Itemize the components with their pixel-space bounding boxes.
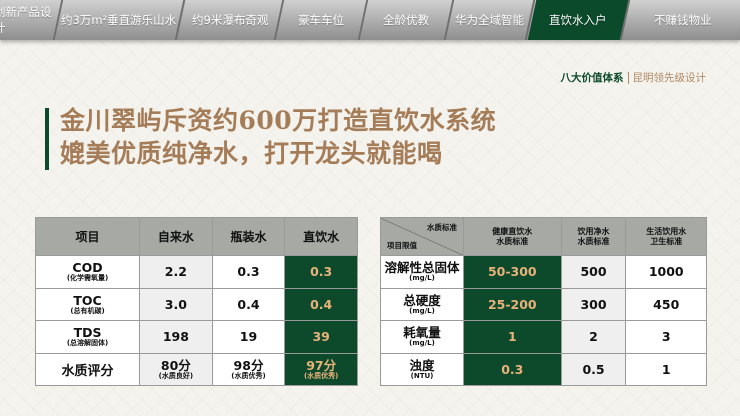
cell: 3.0: [139, 287, 213, 321]
table-header: 水质标准 项目限值 健康直饮水 水质标准 饮用净水 水质标准 生活饮用水 卫生标准: [380, 217, 707, 256]
cell-highlight: 50-300: [463, 255, 562, 289]
cell: 1000: [625, 255, 707, 289]
title-line-2: 媲美优质纯净水，打开龙头就能喝: [60, 139, 443, 168]
row-label: TDS (总溶解固体): [34, 320, 141, 354]
header-item: 项目: [34, 217, 141, 256]
tab-innovative-design[interactable]: 创新产品设计: [0, 0, 64, 40]
divider: [627, 71, 629, 84]
table-row: COD (化学需氧量) 2.2 0.3 0.3: [34, 255, 358, 289]
cell: 2: [560, 320, 627, 354]
cell: 500: [560, 255, 627, 289]
row-label: TOC (总有机碳): [34, 287, 141, 321]
water-comparison-table: 项目 自来水 瓶装水 直饮水 COD (化学需氧量) 2.2 0.3 0.3 TO…: [34, 217, 358, 386]
table-header: 项目 自来水 瓶装水 直饮水: [34, 217, 358, 256]
row-label: COD (化学需氧量): [34, 255, 141, 289]
water-standard-table: 水质标准 项目限值 健康直饮水 水质标准 饮用净水 水质标准 生活饮用水 卫生标准 溶解…: [380, 217, 707, 386]
header-tap-water: 自来水: [139, 217, 213, 256]
header-direct-water: 直饮水: [284, 217, 358, 256]
tab-label: 直饮水入户: [549, 13, 607, 27]
brand-value-system: 八大价值体系: [560, 72, 624, 84]
cell-highlight: 0.3: [284, 255, 358, 289]
cell: 2.2: [139, 255, 213, 289]
tab-direct-drinking-water[interactable]: 直饮水入户: [527, 0, 631, 40]
cell: 3: [625, 320, 707, 354]
tab-label: 豪车车位: [297, 13, 344, 27]
cell: 98分 (水质优秀): [211, 352, 286, 386]
cell-highlight: 97分 (水质优秀): [284, 352, 358, 386]
tab-landscape[interactable]: 约3万m²垂直游乐山水: [55, 0, 186, 40]
header-healthy-direct-water: 健康直饮水 水质标准: [463, 217, 562, 256]
brand-logo: 八大价值体系 昆明领先级设计: [560, 70, 707, 85]
tab-smart-home[interactable]: 华为全域智能: [446, 0, 536, 40]
header-purified-water: 饮用净水 水质标准: [560, 217, 627, 256]
row-label: 水质评分: [34, 352, 141, 386]
cell: 80分 (水质良好): [139, 352, 213, 386]
header-bottled-water: 瓶装水: [211, 217, 286, 256]
title-accent-bar: [45, 108, 49, 170]
tab-parking[interactable]: 豪车车位: [275, 0, 369, 40]
cell: 1: [625, 352, 707, 386]
tab-label: 华为全域智能: [455, 13, 525, 27]
page-title: 金川翠屿斥资约600万打造直饮水系统 媲美优质纯净水，打开龙头就能喝: [60, 104, 496, 170]
cell-highlight: 0.4: [284, 287, 358, 321]
row-label: 总硬度 (mg/L): [380, 287, 464, 321]
tab-property[interactable]: 不赚钱物业: [621, 0, 740, 40]
table-row: TDS (总溶解固体) 198 19 39: [34, 320, 358, 354]
cell-highlight: 39: [284, 320, 358, 354]
table-row: 耗氧量 (mg/L) 1 2 3: [380, 320, 707, 354]
cell: 0.5: [560, 352, 627, 386]
tab-education[interactable]: 全龄优教: [359, 0, 455, 40]
header-corner: 水质标准 项目限值: [380, 217, 464, 256]
cell-highlight: 25-200: [463, 287, 562, 321]
table-row: 浊度 (NTU) 0.3 0.5 1: [380, 352, 707, 386]
cell-highlight: 0.3: [463, 352, 562, 386]
cell: 300: [560, 287, 627, 321]
row-label: 耗氧量 (mg/L): [380, 320, 464, 354]
cell: 198: [139, 320, 213, 354]
tab-label: 约9米瀑布奇观: [191, 13, 268, 27]
cell: 0.4: [211, 287, 286, 321]
cell: 19: [211, 320, 286, 354]
table-row: 溶解性总固体 (mg/L) 50-300 500 1000: [380, 255, 707, 289]
cell: 450: [625, 287, 707, 321]
tab-waterfall[interactable]: 约9米瀑布奇观: [177, 0, 284, 40]
top-nav: 创新产品设计 约3万m²垂直游乐山水 约9米瀑布奇观 豪车车位 全龄优教 华为全…: [0, 0, 740, 40]
row-label: 浊度 (NTU): [380, 352, 464, 386]
brand-design: 昆明领先级设计: [632, 72, 707, 84]
row-label: 溶解性总固体 (mg/L): [380, 255, 464, 289]
cell: 0.3: [211, 255, 286, 289]
table-row: TOC (总有机碳) 3.0 0.4 0.4: [34, 287, 358, 321]
tab-label: 全龄优教: [383, 13, 430, 27]
tab-label: 约3万m²垂直游乐山水: [61, 13, 178, 27]
table-row: 水质评分 80分 (水质良好) 98分 (水质优秀) 97分 (水质优秀): [34, 352, 358, 386]
title-line-1: 金川翠屿斥资约600万打造直饮水系统: [60, 106, 497, 135]
header-domestic-water: 生活饮用水 卫生标准: [625, 217, 707, 256]
tab-label: 不赚钱物业: [654, 13, 712, 27]
tab-label: 创新产品设计: [0, 5, 52, 35]
cell-highlight: 1: [463, 320, 562, 354]
table-row: 总硬度 (mg/L) 25-200 300 450: [380, 287, 707, 321]
